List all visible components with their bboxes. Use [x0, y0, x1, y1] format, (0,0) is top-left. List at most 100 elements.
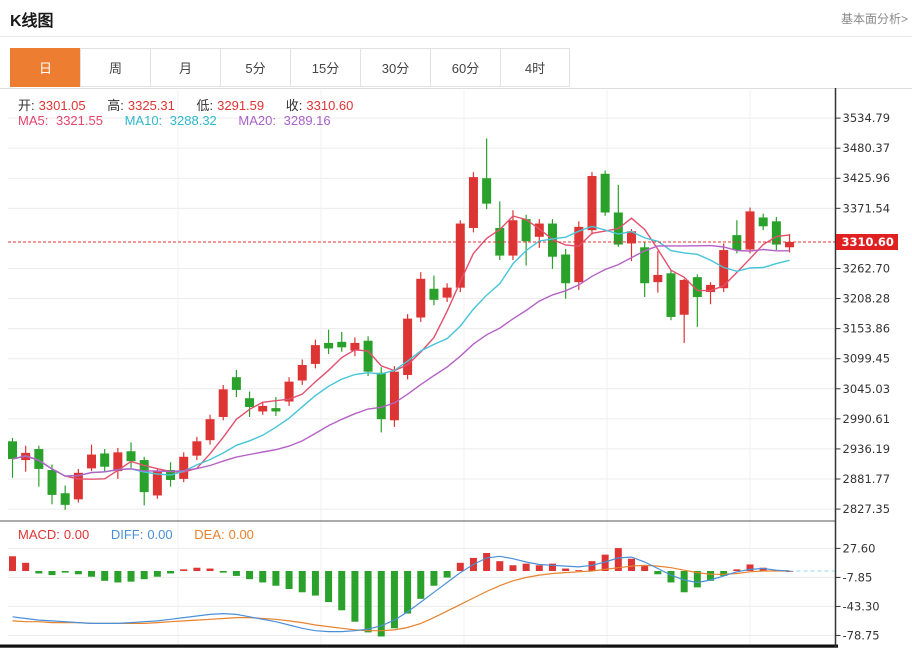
fundamental-analysis-link[interactable]: 基本面分析> [840, 12, 908, 26]
candle [205, 414, 215, 445]
macd-histogram [9, 548, 794, 637]
y-axis-label: 3480.37 [843, 141, 891, 155]
candle [389, 366, 399, 427]
tab-month[interactable]: 月 [150, 48, 220, 87]
candle [258, 401, 268, 415]
dea-label: DEA: [194, 527, 225, 542]
candle [666, 269, 676, 321]
diff-line [12, 555, 790, 633]
candle [732, 220, 742, 254]
y-axis-label: 3208.28 [843, 292, 891, 306]
ma5-label: MA5: [18, 113, 49, 128]
low-value: 3291.59 [217, 98, 265, 113]
candle [534, 219, 544, 248]
ma-legend: MA5: 3321.55 MA10: 3288.32 MA20: 3289.16 [18, 113, 349, 128]
candle [653, 251, 663, 293]
low-label: 低: [196, 98, 214, 113]
ma10-label: MA10: [124, 113, 163, 128]
candle [468, 172, 478, 233]
ma10-value: 3288.32 [169, 113, 217, 128]
candle [284, 377, 294, 406]
candlestick-series [8, 138, 795, 510]
y-axis-label: 3425.96 [843, 171, 891, 185]
candle [521, 214, 531, 266]
ma5-line [12, 215, 790, 480]
y-axis-labels: 3534.79 3480.37 3425.96 3371.54 3262.70 3208.… [835, 111, 891, 642]
candle [337, 331, 347, 352]
current-price-label: 3310.60 [836, 234, 898, 250]
candle [771, 216, 781, 251]
tab-15min[interactable]: 15分 [290, 48, 360, 87]
macd-axis-label: -78.75 [843, 628, 880, 642]
candle [245, 391, 255, 417]
page-title: K线图 [10, 13, 54, 30]
y-axis-label: 2990.61 [843, 412, 891, 426]
candle [113, 447, 123, 479]
candle [324, 329, 334, 354]
macd-legend: MACD: 0.00 DIFF: 0.00 DEA: 0.00 [18, 527, 272, 542]
candle [21, 445, 31, 472]
candle [8, 437, 17, 478]
interval-tabbar: 日 周 月 5分 15分 30分 60分 4时 [0, 48, 912, 89]
y-axis-label: 2827.35 [843, 502, 891, 516]
candle [745, 207, 755, 254]
candle [363, 336, 373, 377]
dea-value: 0.00 [228, 527, 254, 542]
candle [87, 444, 97, 472]
candle [192, 436, 202, 461]
candle [692, 274, 702, 327]
y-axis-label: 3262.70 [843, 261, 891, 275]
tab-day[interactable]: 日 [10, 48, 80, 87]
candle [613, 184, 623, 247]
candle [600, 170, 610, 216]
candle [495, 201, 505, 261]
high-label: 高: [107, 98, 124, 113]
candle [47, 464, 57, 505]
ma20-value: 3289.16 [283, 113, 331, 128]
tab-30min[interactable]: 30分 [360, 48, 430, 87]
close-value: 3310.60 [306, 98, 354, 113]
candle [179, 452, 189, 483]
candle [231, 369, 241, 398]
header-divider [0, 36, 912, 37]
macd-label: MACD: [18, 527, 60, 542]
tab-4hour[interactable]: 4时 [500, 48, 570, 87]
candle [547, 219, 557, 269]
diff-label: DIFF: [110, 527, 144, 542]
candle [574, 221, 584, 290]
tab-60min[interactable]: 60分 [430, 48, 500, 87]
bottom-border [0, 644, 838, 648]
macd-axis-label: -43.30 [843, 599, 880, 613]
macd-axis-label: -7.85 [843, 570, 873, 584]
ohlc-legend: 开: 3301.05 高: 3325.31 低: 3291.59 收: 3310.60 [18, 95, 371, 114]
tab-week[interactable]: 周 [80, 48, 150, 87]
ma20-label: MA20: [238, 113, 276, 128]
macd-axis-label: 27.60 [843, 541, 876, 555]
candle [34, 445, 44, 487]
y-axis-label: 3153.86 [843, 322, 891, 336]
ma5-value: 3321.55 [55, 113, 103, 128]
diff-value: 0.00 [147, 527, 173, 542]
open-label: 开: [18, 98, 35, 113]
tab-5min[interactable]: 5分 [220, 48, 290, 87]
y-axis-label: 3534.79 [843, 111, 891, 125]
candle [679, 278, 689, 343]
y-axis-label: 2936.19 [843, 442, 891, 456]
candle [73, 468, 83, 503]
dea-line [12, 564, 790, 632]
high-value: 3325.31 [127, 98, 175, 113]
candle [429, 275, 439, 306]
candle [60, 485, 70, 510]
close-label: 收: [285, 98, 303, 113]
candle [297, 359, 307, 385]
open-value: 3301.05 [38, 98, 86, 113]
macd-value: 0.00 [63, 527, 90, 542]
y-axis-label: 2881.77 [843, 472, 891, 486]
candle [403, 314, 413, 380]
candle [482, 138, 492, 210]
candle [100, 449, 110, 473]
candle [587, 172, 597, 235]
candle [758, 213, 768, 231]
